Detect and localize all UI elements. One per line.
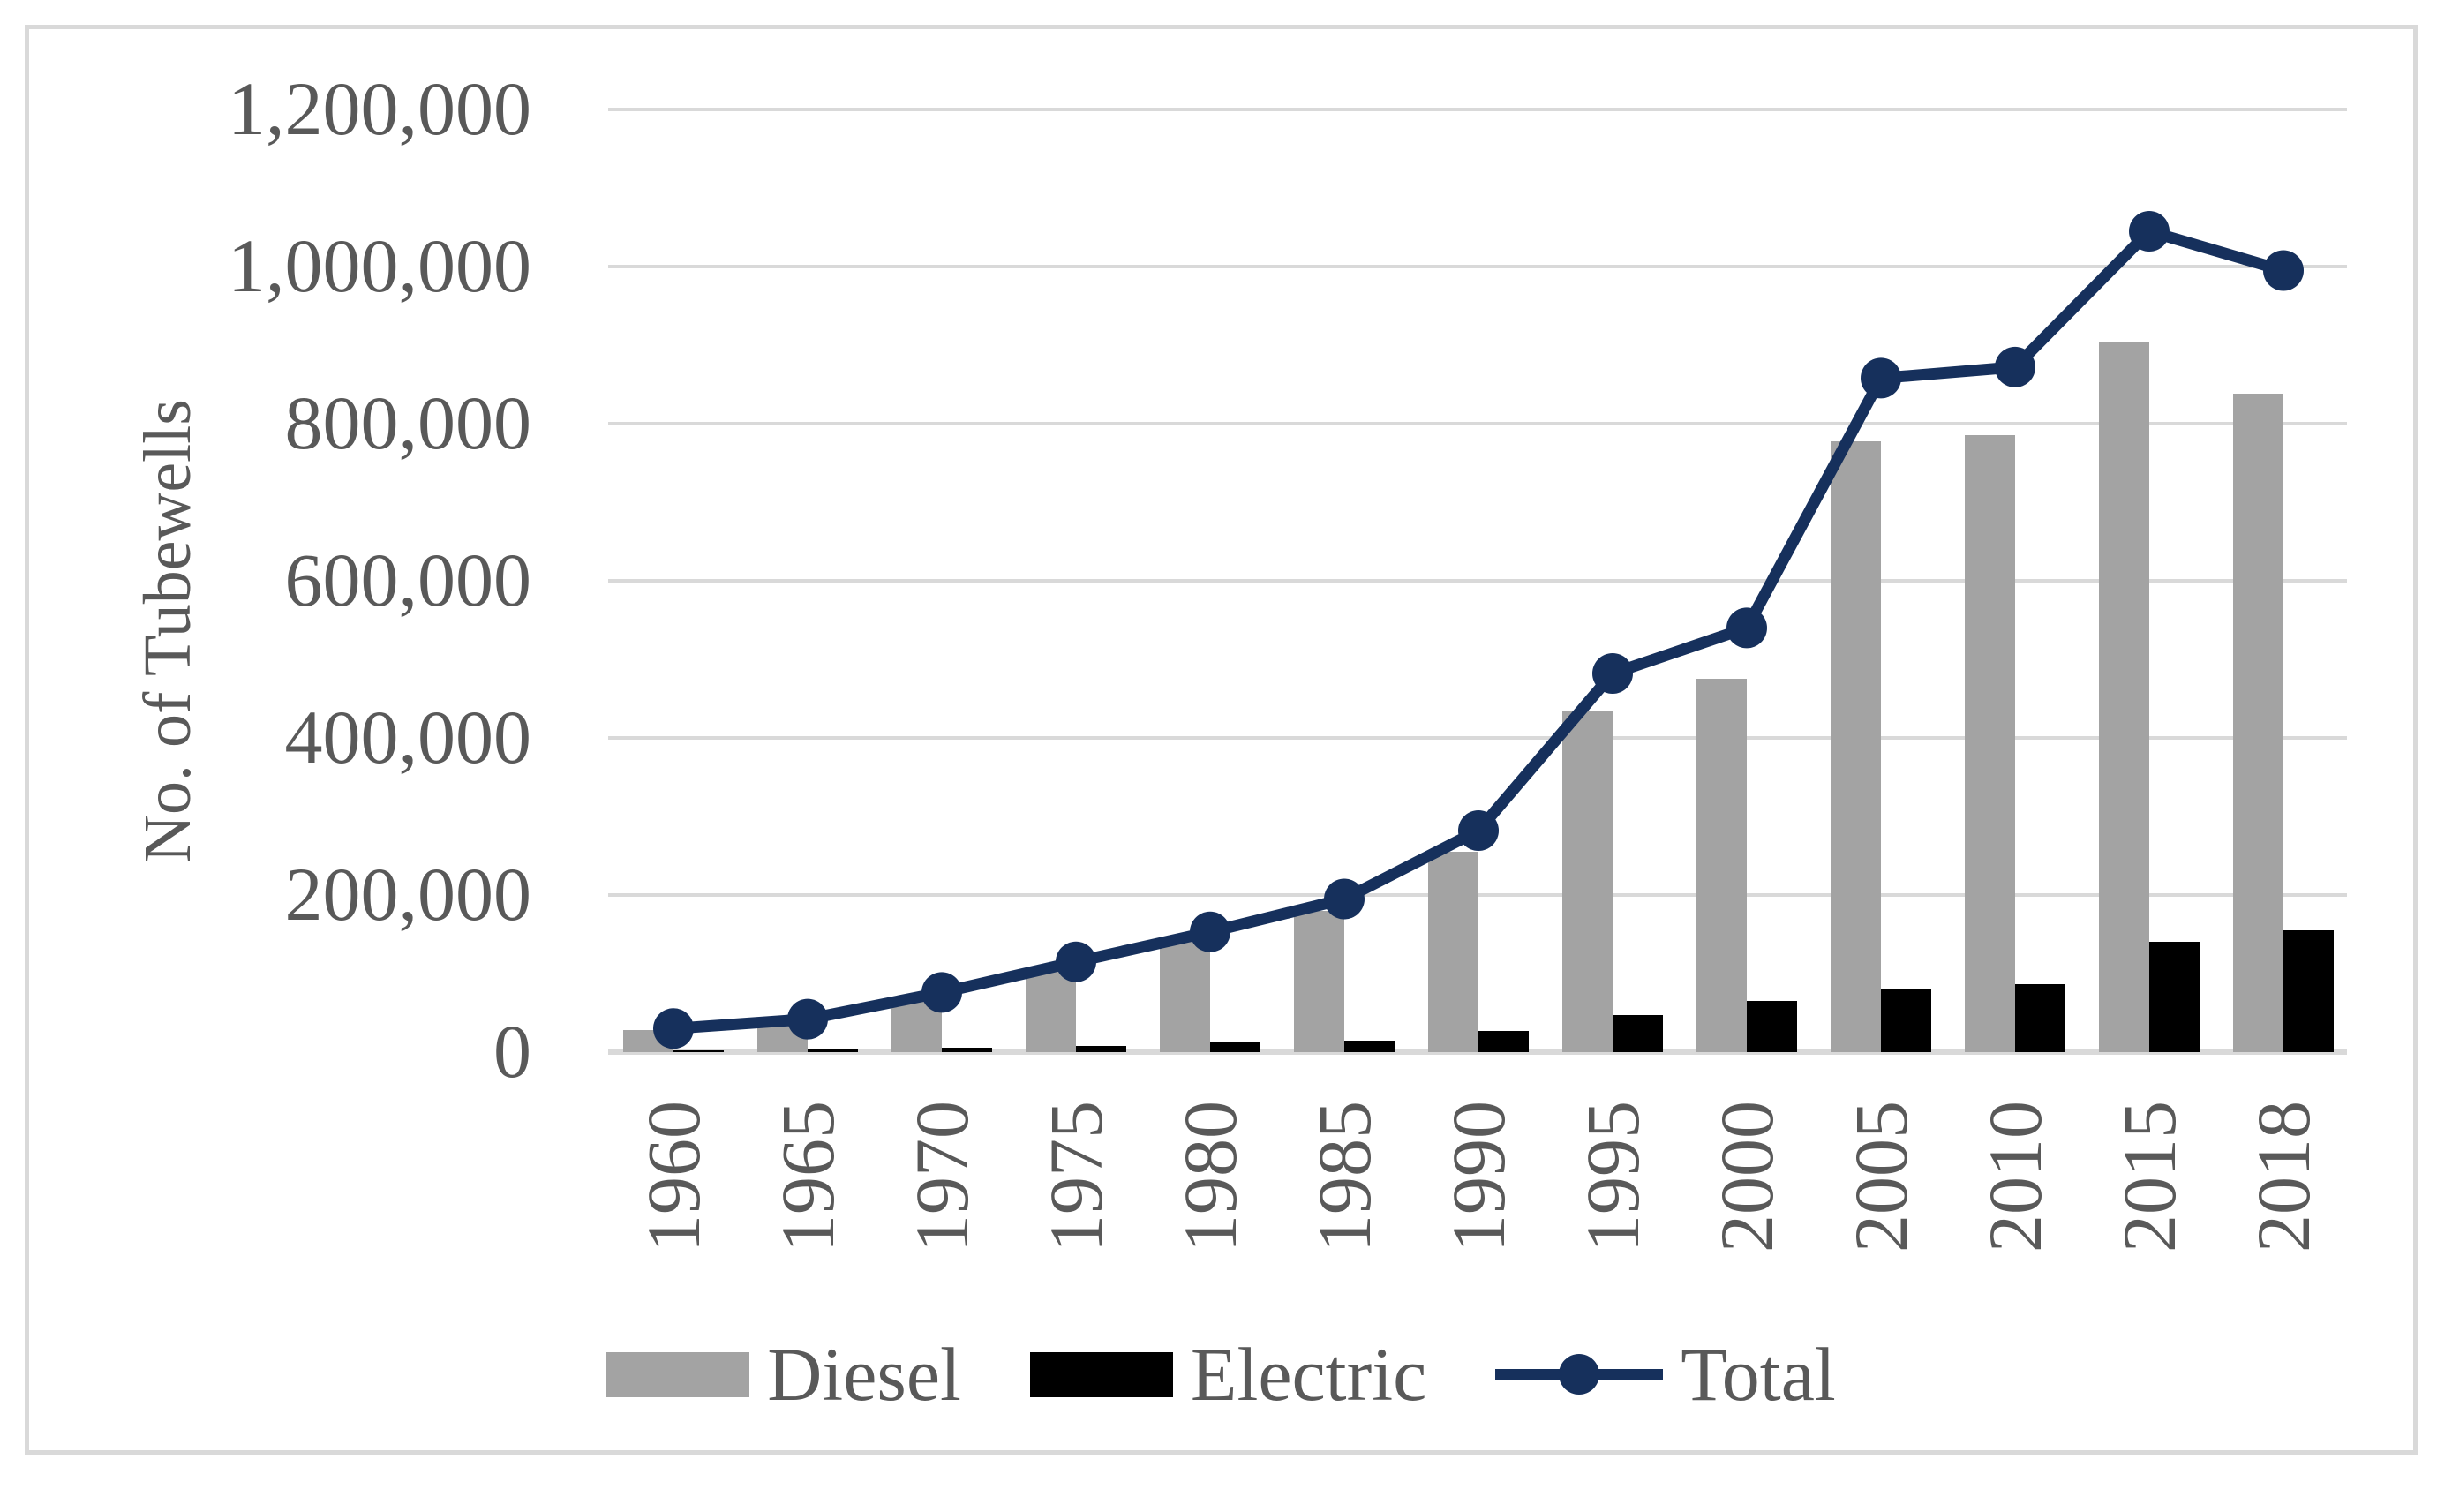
legend-item-total: Total [1495, 1335, 1836, 1414]
total-marker [1190, 911, 1230, 952]
diesel-swatch [606, 1351, 750, 1397]
x-axis-line [608, 1049, 2347, 1055]
y-tick-label: 1,200,000 [228, 66, 531, 151]
total-marker [787, 998, 828, 1040]
electric-bar [1076, 1046, 1126, 1052]
total-marker [1726, 607, 1767, 649]
electric-bar [1613, 1015, 1663, 1052]
electric-bar [2283, 930, 2334, 1052]
electric-bar [1881, 989, 1931, 1052]
diesel-bar [1562, 711, 1613, 1052]
total-marker [653, 1008, 694, 1049]
total-marker [1861, 357, 1901, 399]
diesel-bar [1428, 852, 1478, 1052]
diesel-bar [1026, 968, 1076, 1052]
gridline [608, 736, 2347, 740]
total-marker [1056, 941, 1096, 982]
total-marker [1592, 653, 1633, 694]
y-tick-label: 600,000 [284, 538, 532, 622]
electric-bar [2149, 942, 2200, 1052]
electric-bar [1747, 1001, 1797, 1052]
total-marker [1324, 878, 1365, 920]
electric-bar [673, 1050, 724, 1052]
total-marker [2129, 211, 2170, 252]
figure-border [25, 25, 2418, 1455]
y-tick-label: 400,000 [284, 695, 532, 779]
total-line-swatch [1495, 1352, 1664, 1397]
diesel-bar [1160, 942, 1210, 1052]
electric-bar [808, 1049, 858, 1052]
legend-item-diesel: Diesel [606, 1335, 961, 1414]
gridline [608, 108, 2347, 111]
total-marker [1995, 346, 2035, 387]
total-marker [1458, 810, 1499, 851]
electric-bar [942, 1048, 992, 1052]
electric-swatch [1029, 1351, 1173, 1397]
total-line [667, 225, 2290, 1034]
y-tick-label: 200,000 [284, 852, 532, 937]
gridline [608, 422, 2347, 425]
electric-bar [1344, 1041, 1395, 1052]
diesel-bar [1831, 441, 1881, 1052]
legend-line-marker [1559, 1353, 1600, 1395]
electric-bar [2015, 984, 2065, 1052]
total-marker [2263, 250, 2304, 291]
diesel-bar [1696, 679, 1747, 1052]
diesel-bar [1294, 911, 1344, 1052]
legend-item-electric: Electric [1029, 1332, 1427, 1417]
diesel-bar [2233, 394, 2283, 1052]
gridline [608, 265, 2347, 268]
total-marker [921, 972, 962, 1013]
legend-label: Electric [1190, 1332, 1427, 1417]
electric-bar [1478, 1031, 1529, 1052]
diesel-bar [1965, 435, 2015, 1052]
legend-label: Total [1681, 1332, 1836, 1417]
legend-label: Diesel [767, 1332, 961, 1417]
diesel-bar [2099, 342, 2149, 1052]
y-tick-label: 800,000 [284, 380, 532, 465]
electric-bar [1210, 1042, 1260, 1052]
y-tick-label: 0 [493, 1009, 531, 1094]
gridline [608, 579, 2347, 583]
y-tick-label: 1,000,000 [228, 223, 531, 308]
legend: Diesel Electric Total [25, 1335, 2418, 1414]
